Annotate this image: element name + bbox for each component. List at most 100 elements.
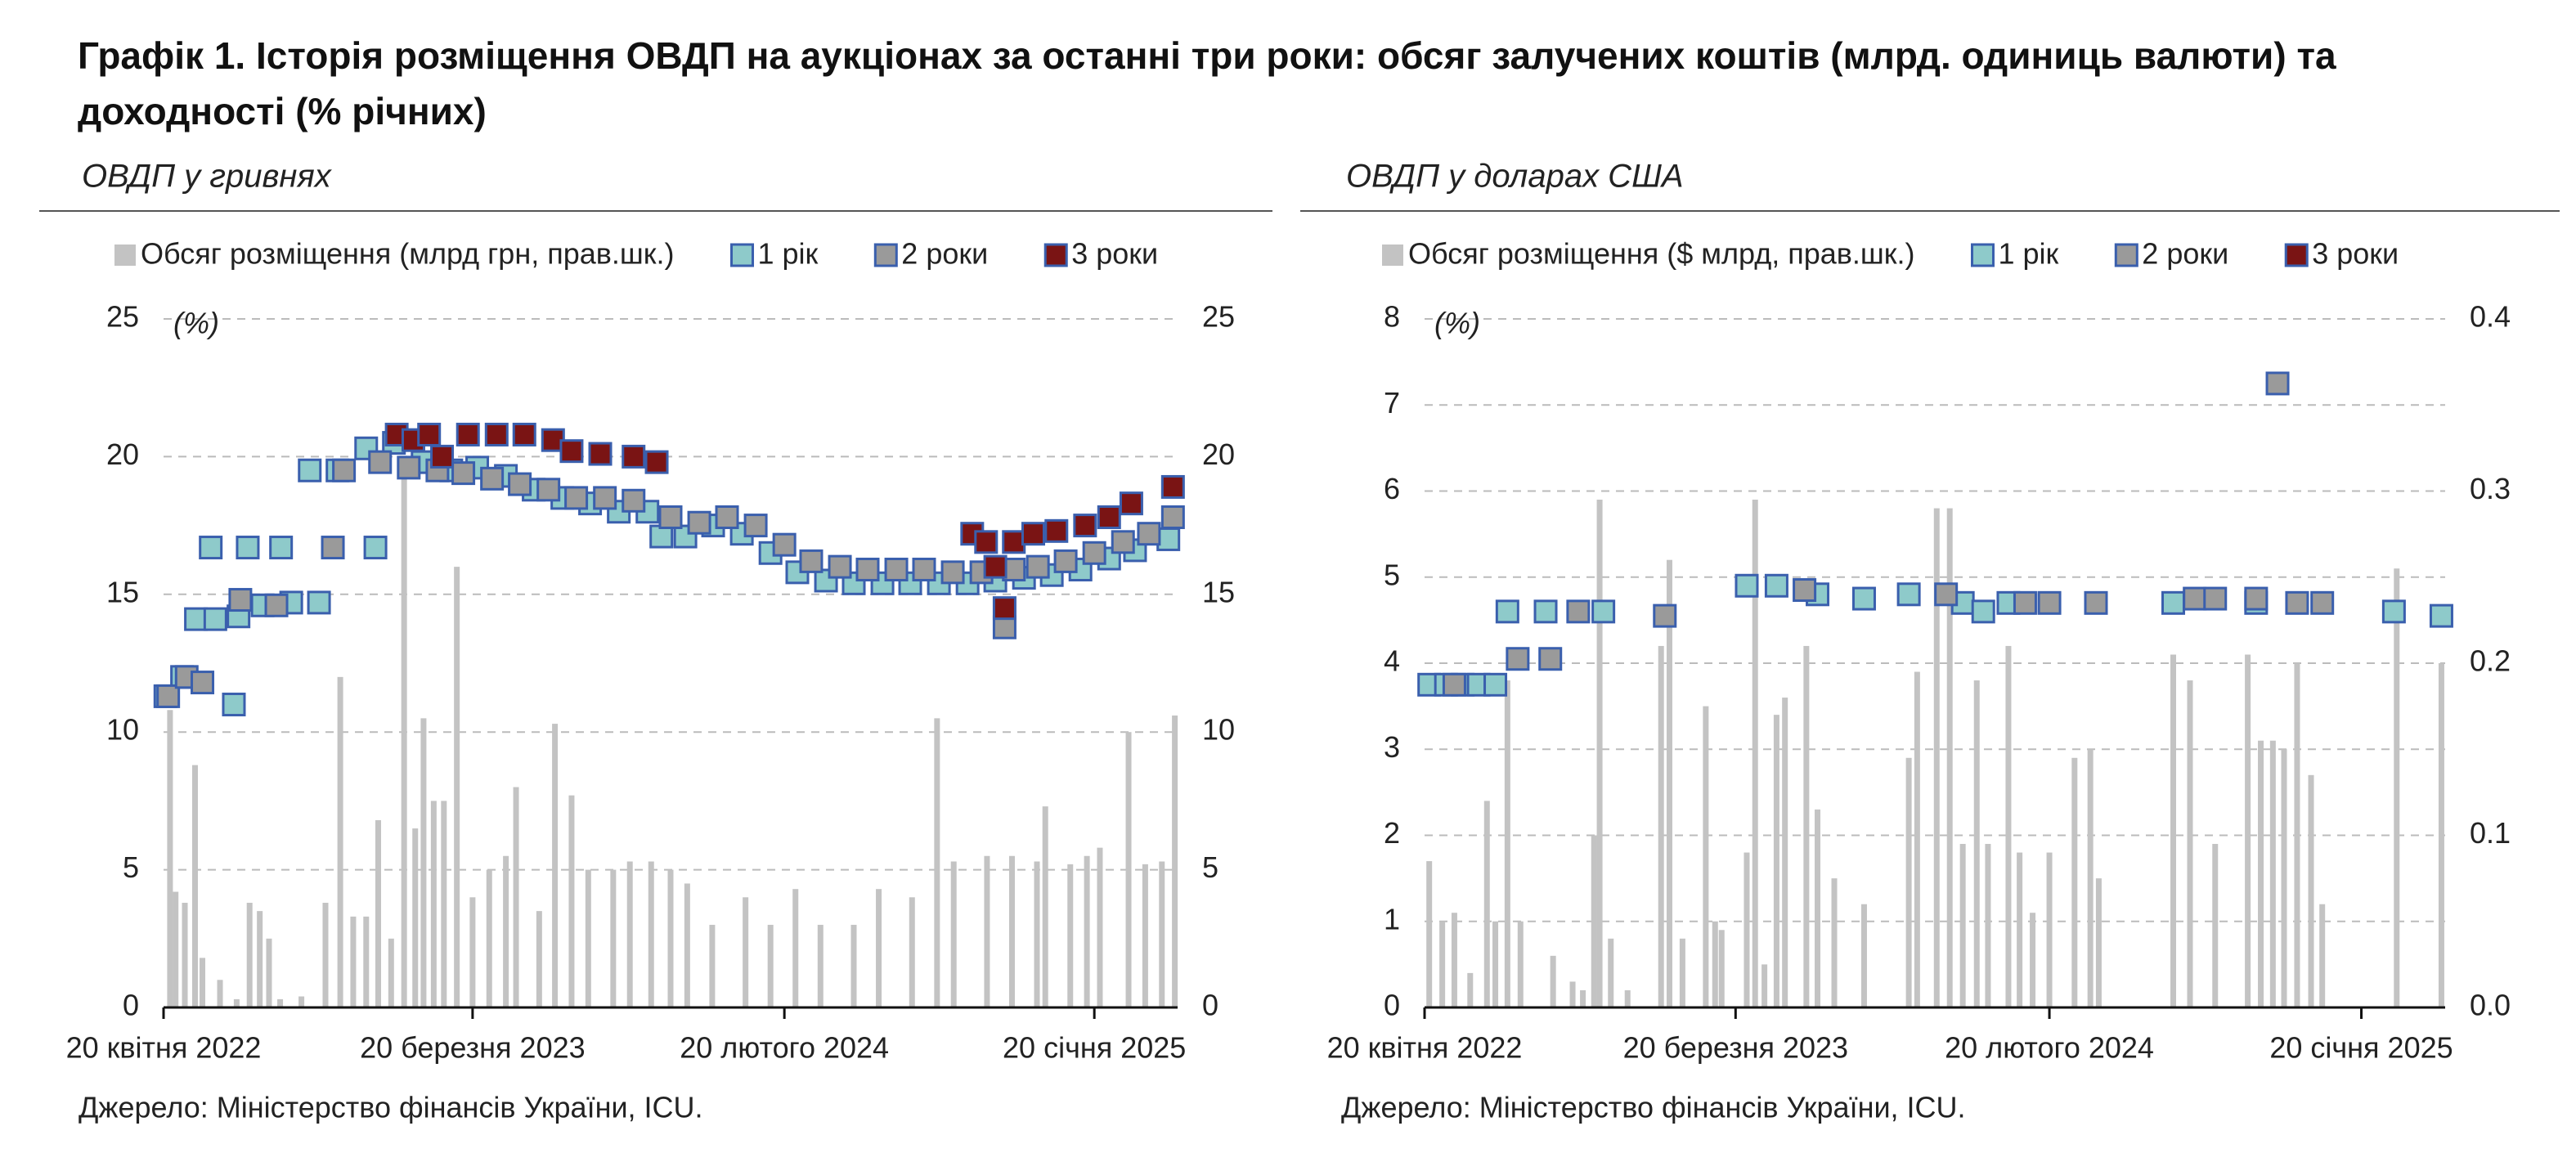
marker (417, 422, 442, 446)
axis-unit: (%) (173, 307, 219, 340)
marker (743, 514, 768, 538)
marker (2244, 586, 2269, 611)
bar (2005, 645, 2012, 1007)
y-tick-label: 3 (1384, 730, 1400, 764)
bar (2308, 774, 2314, 1007)
bar (1773, 715, 1779, 1007)
bar (552, 724, 559, 1007)
marker (298, 458, 322, 482)
marker (236, 536, 260, 560)
bar (1905, 757, 1912, 1007)
x-tick-label: 20 лютого 2024 (680, 1031, 889, 1065)
marker (1764, 573, 1788, 598)
bar (850, 924, 857, 1007)
bar (2245, 654, 2251, 1007)
bar (1782, 698, 1788, 1007)
legend-label: Обсяг розміщення (млрд грн, прав.шк.) (141, 237, 675, 271)
y2-tick-label: 10 (1202, 713, 1235, 747)
bar (430, 801, 437, 1007)
bar (246, 903, 253, 1007)
marker (687, 510, 711, 535)
bar (1761, 964, 1768, 1007)
marker (1483, 672, 1508, 697)
bar (167, 710, 173, 1007)
y-tick-label: 10 (106, 713, 139, 747)
subtitle: ОВДП у доларах США (1346, 159, 1684, 195)
bar (337, 676, 343, 1007)
marker (1111, 530, 1135, 554)
bar (2187, 680, 2193, 1007)
bar (363, 916, 370, 1007)
marker (1591, 599, 1616, 624)
marker (203, 607, 227, 631)
y2-tick-label: 0.1 (2470, 816, 2511, 850)
marker (264, 593, 289, 617)
bar (1933, 508, 1940, 1007)
bar (1666, 559, 1672, 1007)
bar (1034, 861, 1040, 1007)
marker (1044, 518, 1069, 543)
bar (412, 828, 419, 1007)
legend-swatch (1382, 245, 1403, 266)
bar (1718, 930, 1725, 1007)
bar (1008, 855, 1015, 1007)
marker (983, 554, 1008, 579)
bar (1097, 847, 1103, 1007)
y-tick-label: 20 (106, 437, 139, 471)
marker (1934, 582, 1959, 607)
bar (2438, 663, 2444, 1007)
bar (454, 567, 460, 1007)
bar (1042, 806, 1048, 1007)
legend-label: 3 роки (2312, 237, 2399, 271)
marker (1538, 647, 1563, 671)
bar (350, 916, 357, 1007)
marker (799, 549, 824, 573)
y2-tick-label: 5 (1202, 850, 1218, 884)
bar (909, 897, 915, 1007)
bar (2319, 904, 2326, 1007)
legend-swatch (873, 243, 898, 267)
bar (817, 924, 824, 1007)
marker (2310, 590, 2335, 615)
bar (1451, 913, 1457, 1007)
legend-label: 1 рік (758, 237, 819, 271)
bar (1172, 715, 1178, 1007)
bar (792, 889, 799, 1007)
marker (2161, 590, 2186, 615)
marker (2037, 590, 2062, 615)
marker (593, 486, 617, 510)
bar (1483, 801, 1490, 1007)
y-tick-label: 1 (1384, 902, 1400, 935)
legend-swatch (2284, 243, 2309, 267)
marker (430, 444, 455, 469)
bar (1596, 500, 1603, 1007)
marker (156, 684, 181, 708)
bar (876, 889, 882, 1007)
legend-label: 2 роки (2142, 237, 2228, 271)
bar (277, 998, 284, 1007)
marker (1156, 527, 1181, 551)
y2-tick-label: 25 (1202, 300, 1235, 334)
bar (191, 765, 198, 1007)
bar (626, 861, 633, 1007)
bar (1569, 981, 1576, 1007)
bar (469, 897, 476, 1007)
legend-label: 1 рік (1999, 237, 2059, 271)
x-tick-label: 20 квітня 2022 (66, 1031, 262, 1065)
bar (2212, 844, 2219, 1007)
marker (332, 458, 357, 482)
bar (1084, 855, 1090, 1007)
bar (1946, 508, 1953, 1007)
marker (512, 422, 536, 446)
y2-tick-label: 20 (1202, 437, 1235, 471)
marker (2381, 599, 2406, 624)
bar (217, 980, 223, 1007)
marker (564, 486, 589, 510)
bar (1517, 921, 1524, 1007)
marker (828, 554, 852, 579)
bar (2046, 852, 2053, 1007)
marker (1506, 647, 1530, 671)
bar (648, 861, 654, 1007)
bar (233, 998, 240, 1007)
